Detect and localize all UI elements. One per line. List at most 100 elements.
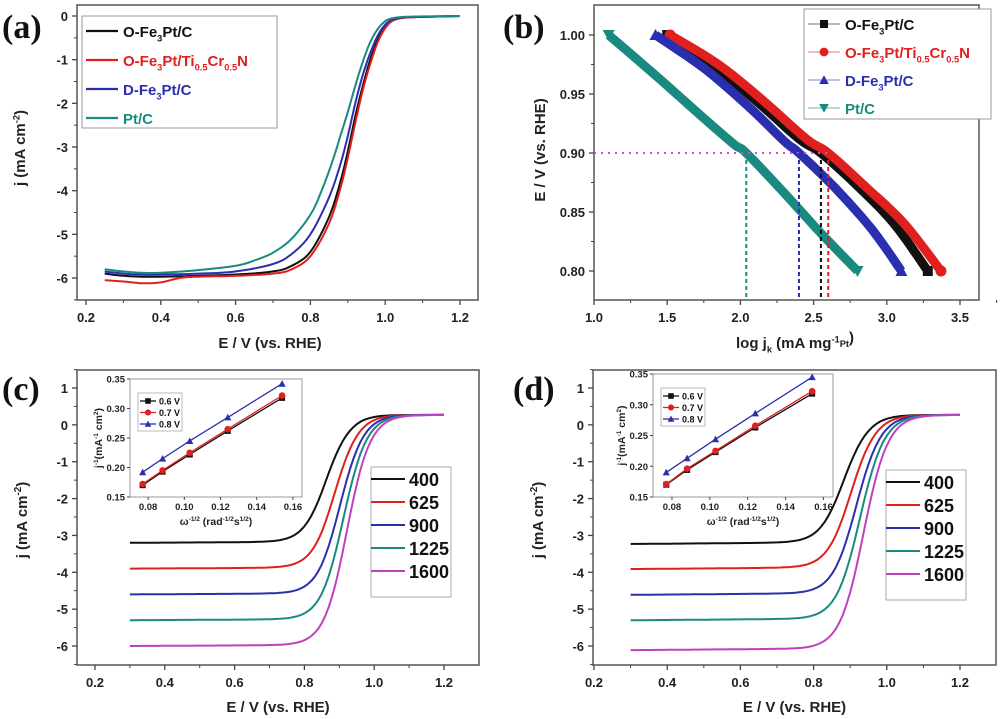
x-tick-label: 0.6: [226, 675, 244, 690]
inset-data-point: [186, 437, 194, 444]
inset-legend-label: 0.8 V: [159, 420, 180, 430]
inset-x-tick-label: 0.16: [814, 502, 833, 513]
legend-box: [370, 466, 452, 598]
inset-y-tick-label: 0.25: [630, 431, 649, 442]
panel-d: (d) 0.2 0.4 0.6 0.8 1.0 1.2 1 0 -1 -2 -3 -4 -5 -6 400 62…: [513, 369, 997, 716]
inset-data-point: [278, 392, 286, 399]
x-axis-title: E / V (vs. RHE): [226, 699, 329, 716]
legend-label: 900: [409, 516, 439, 536]
legend-label: 1600: [409, 562, 449, 582]
y-tick-label: -4: [572, 565, 584, 580]
legend-label: 625: [409, 493, 439, 513]
x-tick-label: 0.4: [156, 675, 175, 690]
panel-label-a: (a): [2, 9, 42, 46]
x-tick-label: 0.4: [658, 675, 677, 690]
inset-legend-label: 0.6 V: [159, 397, 180, 407]
legend-label: Pt/C: [123, 111, 153, 128]
inset-data-point: [139, 468, 147, 476]
inset-c: 0.08 0.10 0.12 0.14 0.16 0.15 0.20 0.25 0.30 0.35…: [93, 375, 303, 528]
inset-y-tick-label: 0.30: [107, 404, 126, 415]
y-tick-label: 0: [61, 418, 68, 433]
inset-y-tick-label: 0.20: [107, 463, 126, 474]
x-tick-label: 1.0: [585, 310, 603, 325]
legend-label: 625: [924, 496, 954, 516]
x-tick-label: 3.5: [951, 310, 969, 325]
inset-data-point: [808, 387, 816, 395]
y-axis-title: j (mA cm-2): [13, 482, 31, 560]
y-tick-label: -5: [56, 602, 68, 617]
inset-data-point: [224, 425, 232, 433]
inset-d: 0.08 0.10 0.12 0.14 0.16 0.15 0.20 0.25 0.30 0.35…: [616, 370, 834, 528]
y-tick-label: -5: [56, 227, 68, 242]
inset-data-point: [159, 467, 166, 474]
inset-data-point: [711, 435, 720, 443]
plot-frame: [76, 4, 479, 301]
series-marker-end: [935, 265, 947, 277]
legend-box: [885, 469, 967, 601]
series-line-1600: [129, 413, 445, 647]
y-tick-label: -4: [56, 565, 68, 580]
inset-data-point: [683, 454, 691, 462]
panel-label-b: (b): [503, 9, 545, 46]
x-tick-label: 0.2: [77, 310, 95, 325]
x-tick-label: 2.0: [731, 310, 749, 325]
inset-y-tick-label: 0.20: [630, 462, 649, 473]
series-line-625: [630, 413, 960, 570]
y-tick-label: 0: [61, 9, 68, 24]
inset-data-point: [224, 413, 232, 421]
inset-x-tick-label: 0.08: [139, 502, 158, 513]
legend-marker: [819, 75, 829, 84]
legend-label: 400: [409, 470, 439, 490]
legend-label: D-Fe3Pt/C: [123, 82, 192, 102]
legend-label: D-Fe3Pt/C: [845, 73, 914, 93]
inset-data-point: [752, 422, 759, 429]
y-tick-label: 0.95: [560, 87, 585, 102]
y-tick-label: -1: [56, 53, 68, 68]
y-tick-label: 1.00: [560, 28, 585, 43]
inset-x-tick-label: 0.14: [776, 502, 795, 513]
x-tick-label: 1.2: [951, 675, 969, 690]
series-band-2: [653, 31, 906, 274]
y-tick-label: -2: [56, 96, 68, 111]
y-tick-label: -1: [56, 455, 68, 470]
x-tick-label: 0.8: [301, 310, 319, 325]
inset-y-tick-label: 0.15: [630, 493, 649, 504]
y-axis-title: E / V (vs. RHE): [532, 98, 549, 201]
panel-c: (c) 0.2 0.4 0.6 0.8 1.0 1.2 1 0 -1 -2 -3 -4 -5 -6 400 62…: [2, 369, 480, 716]
series-line-3: [104, 15, 460, 274]
legend-marker: [819, 104, 829, 113]
series-marker-start: [649, 29, 662, 40]
inset-data-point: [186, 449, 194, 457]
legend-label: 1225: [924, 542, 964, 562]
inset-legend-label: 0.6 V: [682, 392, 703, 402]
x-tick-label: 1.2: [435, 675, 453, 690]
panel-label-d: (d): [513, 371, 555, 408]
y-tick-label: -3: [56, 528, 68, 543]
inset-data-point: [662, 480, 670, 488]
y-tick-label: -6: [572, 639, 584, 654]
inset-legend-marker: [144, 420, 152, 427]
series-marker-end: [895, 265, 908, 276]
legend-label: Pt/C: [845, 101, 875, 118]
inset-legend-marker: [668, 393, 674, 399]
x-tick-label: 0.2: [86, 675, 104, 690]
inset-y-tick-label: 0.25: [107, 434, 126, 445]
inset-y-tick-label: 0.15: [107, 493, 126, 504]
x-tick-label: 1.2: [451, 310, 469, 325]
legend-label: O-Fe3Pt/C: [123, 24, 193, 44]
inset-x-axis-title: ω-1/2 (rad-1/2s1/2): [707, 516, 779, 528]
x-tick-label: 0.6: [227, 310, 245, 325]
y-tick-label: -2: [56, 492, 68, 507]
y-tick-label: 0.80: [560, 264, 585, 279]
inset-x-tick-label: 0.10: [701, 502, 720, 513]
inset-data-point: [158, 455, 167, 462]
y-tick-label: -3: [572, 528, 584, 543]
panel-b: (b) 1.0 1.5 2.0 2.5 3.0 3.5 0.80 0.85 0.90 0.95 1.0…: [503, 4, 998, 355]
y-tick-label: 0: [577, 418, 584, 433]
y-tick-label: 0.85: [560, 205, 585, 220]
x-axis-title: log jk (mA mg-1Pt): [736, 329, 854, 354]
legend-label: 400: [924, 473, 954, 493]
legend-marker: [819, 47, 829, 57]
x-axis-title: E / V (vs. RHE): [743, 699, 846, 716]
